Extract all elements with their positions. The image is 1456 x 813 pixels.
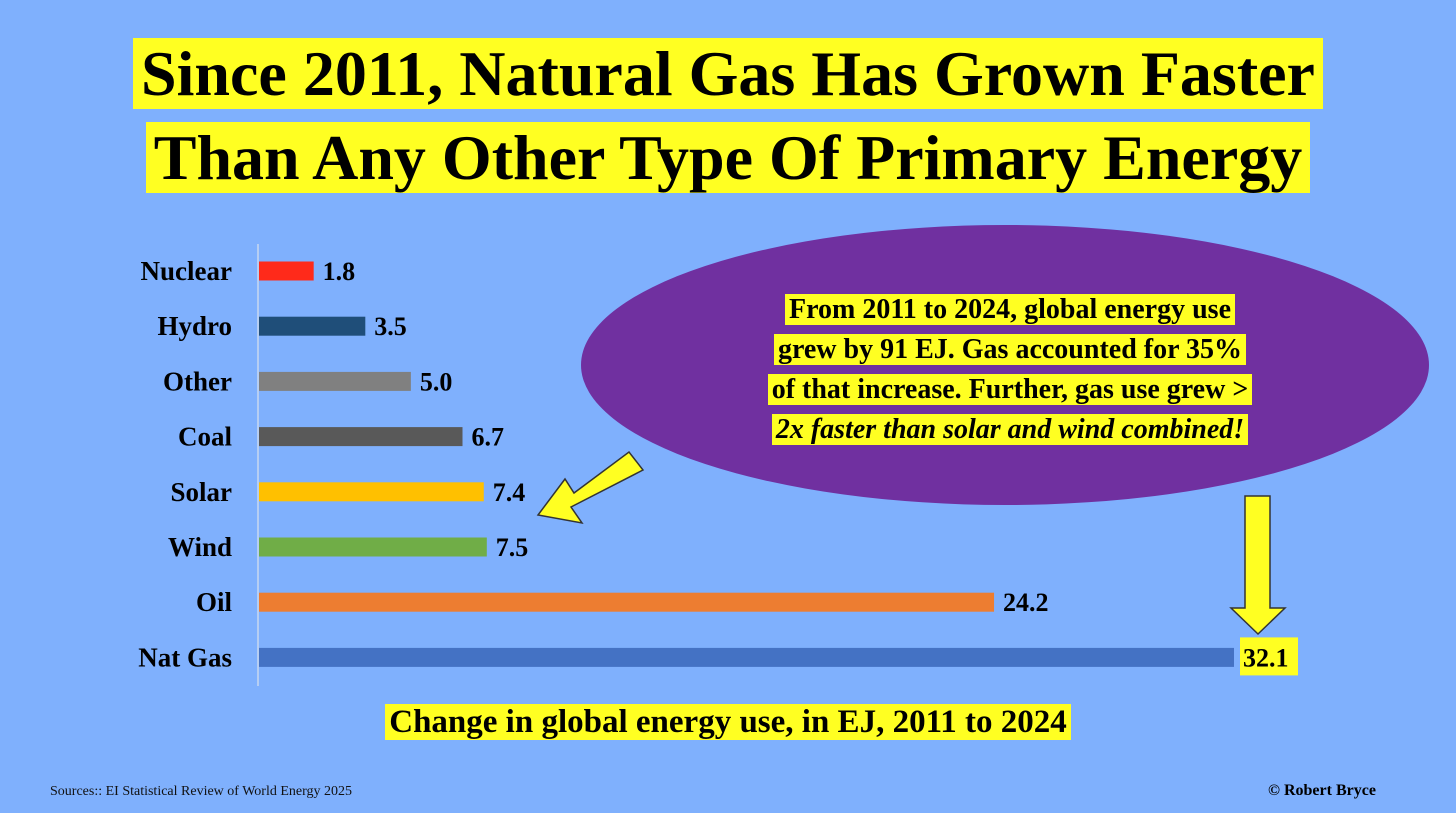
- bar-coal: [259, 427, 463, 447]
- bar-hydro: [259, 316, 366, 336]
- callout-line-3: of that increase. Further, gas use grew …: [767, 374, 1253, 405]
- title-line-2: Than Any Other Type Of Primary Energy: [0, 122, 1456, 194]
- value-label-highlight: [1240, 637, 1298, 676]
- bar-solar: [259, 482, 484, 502]
- category-label-hydro: Hydro: [157, 311, 232, 341]
- value-label-wind: 7.5: [496, 533, 528, 562]
- callout-text: From 2011 to 2024, global energy use gre…: [700, 290, 1320, 450]
- arrow-to-nat-gas-icon: [1229, 495, 1287, 636]
- value-label-nuclear: 1.8: [323, 257, 356, 286]
- title-line-1: Since 2011, Natural Gas Has Grown Faster: [0, 38, 1456, 110]
- category-label-other: Other: [163, 366, 232, 396]
- value-label-nat-gas: 32.1: [1243, 643, 1289, 672]
- source-note: Sources:: EI Statistical Review of World…: [50, 784, 353, 799]
- category-label-coal: Coal: [178, 422, 232, 452]
- bar-other: [259, 371, 411, 391]
- category-label-nuclear: Nuclear: [141, 256, 232, 286]
- category-label-wind: Wind: [168, 532, 232, 562]
- category-label-nat-gas: Nat Gas: [138, 642, 232, 672]
- category-label-oil: Oil: [196, 587, 233, 617]
- value-label-coal: 6.7: [472, 423, 505, 452]
- value-label-hydro: 3.5: [374, 312, 407, 341]
- value-label-solar: 7.4: [493, 478, 526, 507]
- bars-layer: Nuclear 1.8 Hydro 3.5 Other 5.0 Coal 6.7 Solar 7.…: [138, 256, 1298, 676]
- callout-line-4: 2x faster than solar and wind combined!: [771, 414, 1249, 445]
- bar-wind: [259, 537, 487, 557]
- value-label-oil: 24.2: [1003, 588, 1049, 617]
- category-label-solar: Solar: [170, 477, 232, 507]
- x-axis-label-text: Change in global energy use, in EJ, 2011…: [385, 704, 1071, 740]
- copyright-credit: © Robert Bryce: [1268, 782, 1376, 799]
- arrow-to-solar-wind-icon: [536, 450, 645, 525]
- bar-nat-gas: [259, 647, 1234, 667]
- value-label-other: 5.0: [420, 367, 453, 396]
- bar-oil: [259, 592, 995, 612]
- title-line-1-text: Since 2011, Natural Gas Has Grown Faster: [133, 38, 1323, 109]
- title-line-2-text: Than Any Other Type Of Primary Energy: [145, 122, 1311, 193]
- callout-line-2: grew by 91 EJ. Gas accounted for 35%: [773, 334, 1247, 365]
- bar-nuclear: [259, 261, 314, 281]
- callout-line-1: From 2011 to 2024, global energy use: [784, 294, 1235, 325]
- x-axis-label: Change in global energy use, in EJ, 2011…: [0, 700, 1456, 744]
